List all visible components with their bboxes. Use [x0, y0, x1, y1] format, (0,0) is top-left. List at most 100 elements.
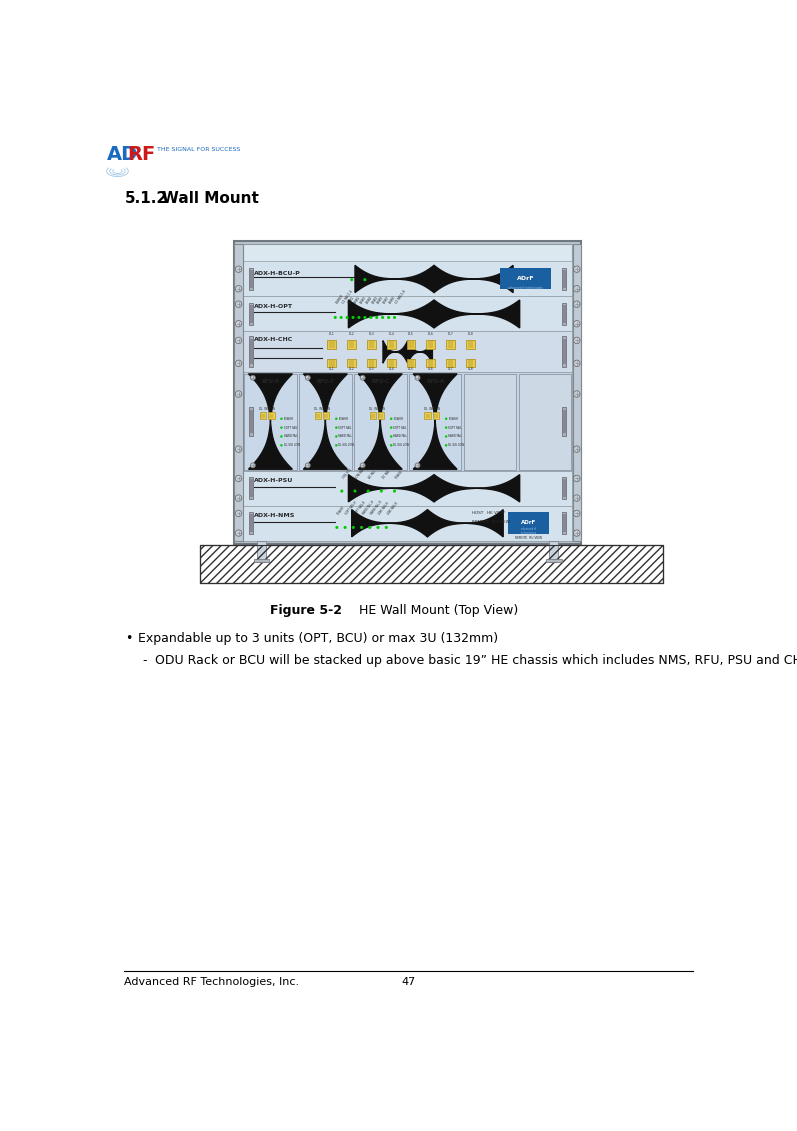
Text: LINK FAIL-R: LINK FAIL-R: [387, 501, 398, 516]
Circle shape: [375, 316, 379, 319]
Text: HARD FAIL: HARD FAIL: [284, 434, 297, 439]
Circle shape: [574, 529, 580, 536]
Bar: [234, 241, 581, 544]
Text: UL3: UL3: [369, 368, 375, 371]
Text: DL4: DL4: [388, 331, 394, 336]
Bar: [433, 413, 439, 418]
Polygon shape: [351, 510, 503, 537]
Bar: [200, 545, 663, 584]
Text: advanced rf technologies: advanced rf technologies: [508, 286, 543, 290]
Text: RFU-P: RFU-P: [261, 379, 280, 383]
Text: UL6: UL6: [428, 368, 434, 371]
Circle shape: [390, 444, 392, 447]
Circle shape: [390, 435, 392, 438]
Bar: [347, 340, 356, 348]
Text: ADX-H-OPT: ADX-H-OPT: [254, 304, 292, 309]
Circle shape: [385, 526, 388, 529]
Bar: [409, 373, 461, 469]
Bar: [254, 559, 269, 562]
Text: 47: 47: [402, 977, 415, 987]
Bar: [563, 339, 566, 364]
Text: DL3: DL3: [368, 331, 375, 336]
Text: CHG STS: CHG STS: [342, 467, 352, 480]
Text: HARD FAIL-H: HARD FAIL-H: [362, 500, 375, 516]
Text: POWER: POWER: [337, 506, 346, 516]
Bar: [261, 414, 265, 417]
Bar: [367, 359, 376, 368]
Bar: [434, 414, 438, 417]
Bar: [328, 359, 336, 368]
Bar: [426, 340, 435, 348]
Bar: [269, 414, 273, 417]
Text: LINK5: LINK5: [371, 295, 379, 304]
Circle shape: [281, 426, 283, 429]
Circle shape: [235, 285, 241, 292]
Circle shape: [235, 320, 241, 327]
Circle shape: [250, 463, 255, 468]
Circle shape: [574, 301, 580, 308]
Text: UL4: UL4: [388, 368, 394, 371]
Bar: [426, 414, 430, 417]
Circle shape: [346, 316, 348, 319]
Bar: [108, 141, 155, 165]
Circle shape: [387, 316, 391, 319]
Circle shape: [445, 426, 447, 429]
Bar: [249, 515, 253, 533]
Bar: [243, 244, 572, 541]
Text: RFU-A: RFU-A: [426, 379, 444, 383]
Bar: [519, 373, 571, 469]
Text: LINK1: LINK1: [347, 295, 355, 304]
Bar: [260, 413, 266, 418]
Circle shape: [380, 490, 383, 493]
Circle shape: [350, 278, 353, 282]
Bar: [243, 296, 572, 331]
Circle shape: [445, 435, 447, 438]
Text: HARD FAIL: HARD FAIL: [339, 434, 352, 439]
Text: Advanced RF Technologies, Inc.: Advanced RF Technologies, Inc.: [124, 977, 300, 987]
Bar: [562, 512, 566, 535]
Bar: [448, 360, 453, 366]
Circle shape: [369, 316, 372, 319]
Text: DL8: DL8: [467, 331, 473, 336]
Text: UL8: UL8: [468, 368, 473, 371]
Bar: [249, 303, 253, 325]
Bar: [406, 359, 415, 368]
Bar: [389, 342, 394, 347]
Circle shape: [235, 495, 241, 501]
Text: SOFT FAIL: SOFT FAIL: [448, 425, 461, 430]
Bar: [370, 413, 376, 418]
Circle shape: [360, 526, 363, 529]
Bar: [446, 340, 455, 348]
Circle shape: [390, 417, 392, 420]
Bar: [371, 414, 375, 417]
Circle shape: [381, 316, 384, 319]
Circle shape: [334, 316, 337, 319]
Circle shape: [336, 526, 339, 529]
Bar: [328, 340, 336, 348]
Text: -: -: [143, 654, 147, 666]
Bar: [249, 268, 253, 291]
Text: LINK FAIL-H: LINK FAIL-H: [378, 501, 391, 516]
Circle shape: [574, 285, 580, 292]
Circle shape: [281, 444, 283, 447]
Bar: [243, 470, 572, 506]
Text: DL SIG LOW: DL SIG LOW: [448, 443, 465, 447]
Polygon shape: [249, 374, 292, 469]
Text: LD FAIL1-4: LD FAIL1-4: [341, 290, 353, 304]
Circle shape: [281, 435, 283, 438]
Text: UL2: UL2: [349, 368, 355, 371]
Text: UL  IN: UL IN: [322, 407, 330, 411]
Bar: [369, 342, 374, 347]
Bar: [426, 359, 435, 368]
Text: DL SIG LOW: DL SIG LOW: [339, 443, 355, 447]
Bar: [243, 506, 572, 541]
Bar: [244, 373, 296, 469]
Circle shape: [368, 526, 371, 529]
Bar: [408, 360, 414, 366]
Bar: [249, 409, 253, 433]
Text: POWER: POWER: [339, 416, 348, 421]
Circle shape: [235, 337, 241, 344]
Text: AD: AD: [108, 145, 139, 164]
Bar: [464, 373, 516, 469]
Bar: [389, 360, 394, 366]
